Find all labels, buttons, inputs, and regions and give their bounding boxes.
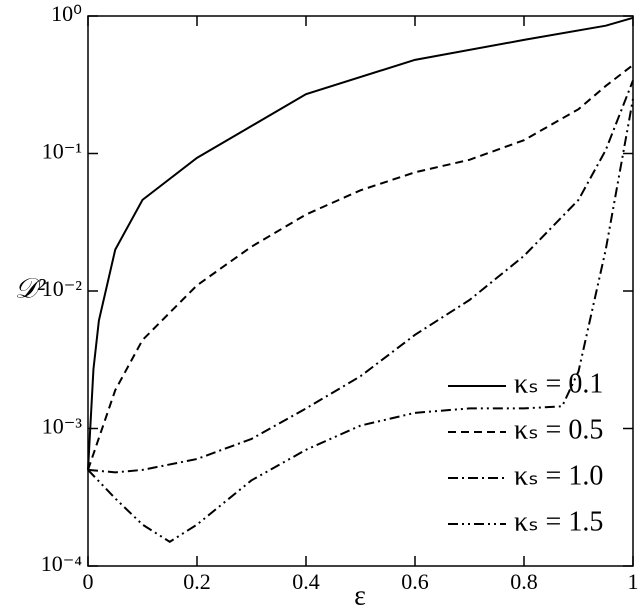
x-axis-label: ε: [354, 580, 366, 611]
series-line: [87, 80, 634, 474]
series-line: [87, 64, 634, 471]
series-line: [87, 16, 634, 470]
y-tick-label: 10⁻²: [42, 276, 83, 301]
legend-label: κₛ = 0.5: [514, 414, 603, 445]
x-tick-label: 0.4: [292, 569, 320, 594]
y-tick-label: 10⁻⁴: [41, 551, 83, 576]
y-axis-label: 𝒟²: [15, 273, 46, 304]
legend-label: κₛ = 0.1: [514, 368, 603, 399]
y-tick-label: 10⁻¹: [42, 139, 82, 164]
y-tick-label: 10⁰: [51, 1, 82, 26]
x-tick-label: 0.8: [510, 569, 538, 594]
x-tick-label: 0.6: [401, 569, 429, 594]
y-tick-label: 10⁻³: [42, 414, 83, 439]
x-tick-label: 0: [83, 569, 94, 594]
x-tick-label: 1: [628, 569, 639, 594]
series-line: [87, 98, 634, 543]
legend-label: κₛ = 1.5: [514, 506, 603, 537]
x-tick-label: 0.2: [183, 569, 211, 594]
legend-label: κₛ = 1.0: [514, 460, 603, 491]
